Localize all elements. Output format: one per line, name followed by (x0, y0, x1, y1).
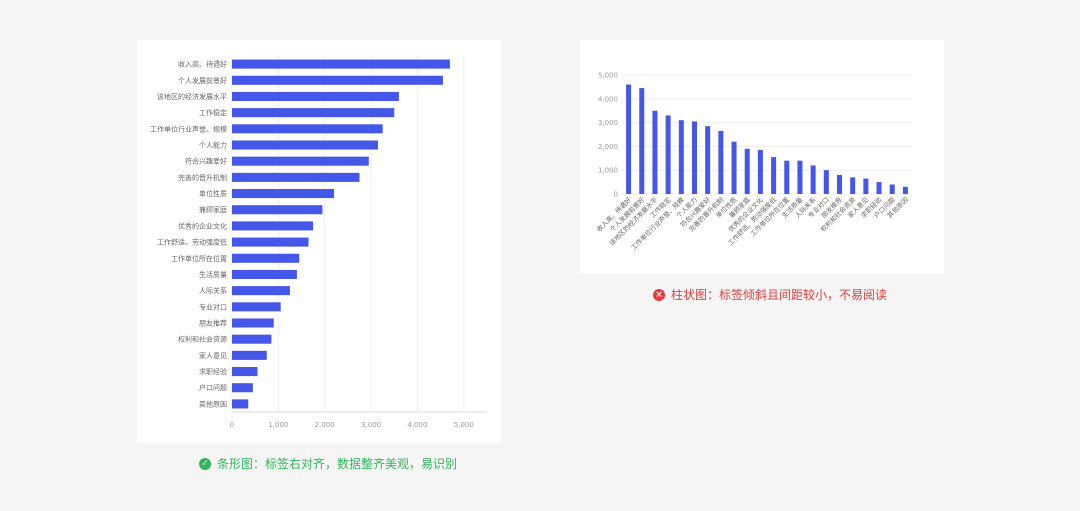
good-caption-text: 条形图：标签右对齐，数据整齐美观，易识别 (217, 457, 458, 471)
category-label: 符合兴趣爱好 (185, 157, 227, 166)
bar (705, 126, 711, 194)
bar (232, 140, 379, 150)
x-tick-label: 1,000 (268, 421, 288, 429)
category-label: 专业对口 (199, 302, 227, 311)
category-label: 工作舒适、劳动强度低 (157, 238, 227, 247)
category-label: 个人能力 (199, 141, 227, 150)
x-tick-label: 2,000 (315, 421, 335, 429)
category-label: 完善的晋升机制 (178, 173, 227, 182)
bar (232, 108, 395, 118)
bar (652, 110, 658, 194)
bar (232, 221, 314, 231)
category-label: 优秀的企业文化 (178, 221, 227, 230)
good-example-caption: ✓ 条形图：标签右对齐，数据整齐美观，易识别 (199, 455, 457, 472)
bar (232, 318, 274, 328)
category-label: 家人意见 (199, 351, 227, 360)
check-circle-icon: ✓ (199, 457, 211, 470)
bar (863, 178, 869, 194)
bar (836, 174, 843, 194)
y-tick-label: 0 (614, 191, 618, 199)
category-label: 求职经验 (199, 367, 227, 376)
bar (232, 59, 450, 69)
category-label: 收入高、待遇好 (178, 60, 227, 69)
bar (665, 115, 671, 194)
close-circle-icon: × (653, 288, 665, 301)
y-tick-label: 1,000 (598, 167, 618, 175)
bar (678, 120, 684, 194)
bar (232, 75, 443, 85)
bar (232, 399, 249, 409)
bar (810, 165, 816, 194)
category-label: 其他原因 (199, 399, 227, 408)
bar (232, 237, 309, 247)
bar (823, 170, 829, 194)
bar (889, 184, 895, 194)
vertical-bar-chart: 01,0002,0003,0004,0005,000收入高、待遇好个人发展前景好… (594, 72, 912, 252)
category-label: 工作单位所在位置 (171, 254, 227, 263)
bar (232, 91, 399, 101)
x-tick-label: 3,000 (361, 421, 381, 429)
bar (744, 148, 750, 194)
bar (232, 124, 383, 134)
bar (731, 141, 737, 194)
bar (639, 88, 645, 194)
bar (232, 286, 290, 296)
bar (232, 156, 369, 166)
bar (902, 186, 908, 194)
x-tick-label: 0 (230, 421, 234, 429)
y-tick-label: 3,000 (598, 119, 618, 127)
bar (232, 383, 253, 393)
bar (626, 84, 632, 194)
y-tick-label: 4,000 (598, 95, 618, 103)
bar (232, 205, 323, 215)
category-label: 工作单位行业声誉、规模 (150, 124, 227, 133)
category-label: 工作稳定 (199, 108, 227, 117)
bar (784, 160, 790, 194)
bar (232, 367, 258, 377)
bar (876, 182, 882, 194)
bad-caption-text: 柱状图：标签倾斜且间距较小，不易阅读 (671, 288, 888, 302)
category-label: 兼顾家庭 (199, 205, 227, 214)
bad-example-caption: × 柱状图：标签倾斜且间距较小，不易阅读 (653, 286, 887, 303)
y-tick-label: 2,000 (598, 143, 618, 151)
category-label: 户口问题 (199, 383, 227, 392)
category-label: 单位性质 (199, 189, 227, 198)
category-label: 个人发展前景好 (178, 76, 227, 85)
category-label: 权利和社会资源 (178, 335, 227, 344)
bar (771, 157, 777, 194)
y-tick-label: 5,000 (598, 72, 618, 80)
bar (232, 350, 267, 360)
bar (232, 253, 300, 263)
vertical-bar-chart-card: 0 1,000 2,000 3,000 4,000 5,000 收入高、待遇好 个人发展前景好… (580, 40, 944, 274)
horizontal-bar-chart: 0 1,000 2,000 3,000 4,000 5,000 收入高、待遇好个人发展前景好… (150, 56, 487, 429)
x-tick-label: 5,000 (454, 421, 474, 429)
bar (232, 269, 297, 279)
bar (232, 302, 281, 312)
bar (757, 149, 763, 194)
category-label: 人际关系 (199, 286, 227, 295)
bar (797, 160, 803, 194)
horizontal-bar-chart-card: 0 1,000 2,000 3,000 4,000 5,000 收入高、待遇好 个人发展前景好… (137, 40, 501, 443)
bar (850, 177, 856, 194)
category-label: 朋友推荐 (199, 319, 227, 328)
category-label: 生活质量 (199, 270, 227, 279)
bar (232, 189, 334, 199)
bar (232, 172, 360, 182)
bar (691, 121, 698, 194)
x-tick-label: 4,000 (407, 421, 427, 429)
bar (718, 130, 724, 194)
category-label: 该地区的经济发展水平 (157, 92, 227, 101)
bar (232, 334, 272, 344)
